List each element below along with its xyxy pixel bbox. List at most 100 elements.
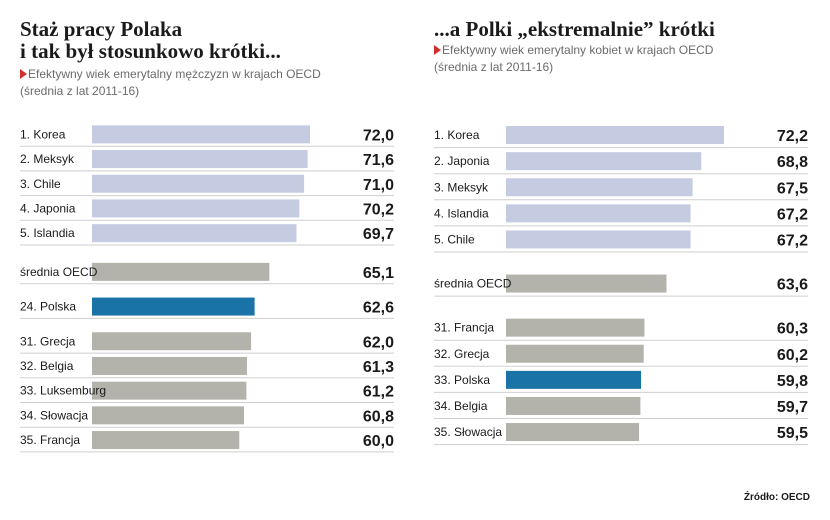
bar xyxy=(92,431,240,450)
value-label: 70,2 xyxy=(363,201,394,218)
value-label: 59,7 xyxy=(777,399,808,416)
bar-row: 32. Belgia 61,3 xyxy=(20,356,394,379)
chart-subtitle-period: (średnia z lat 2011-16) xyxy=(20,84,140,98)
value-label: 59,8 xyxy=(777,373,808,390)
value-label: 62,0 xyxy=(363,334,394,351)
bar xyxy=(506,370,642,389)
bar xyxy=(506,152,702,171)
bar xyxy=(506,423,640,442)
bar xyxy=(92,297,255,316)
category-label: 35. Słowacja xyxy=(434,425,502,439)
bar xyxy=(92,150,308,169)
bar xyxy=(92,406,245,425)
bar-row: 4. Islandia 67,2 xyxy=(434,204,808,227)
category-label: 1. Korea xyxy=(434,128,480,142)
bar xyxy=(506,318,645,337)
category-label: 32. Grecja xyxy=(434,347,490,361)
bar xyxy=(92,381,247,400)
category-label: 3. Meksyk xyxy=(434,180,489,194)
bar-row: 31. Francja 60,3 xyxy=(434,318,808,341)
red-triangle-icon xyxy=(434,45,441,55)
category-label: średnia OECD xyxy=(20,265,98,279)
category-label: 31. Grecja xyxy=(20,334,76,348)
chart-subtitle: Efektywny wiek emerytalny mężczyzn w kra… xyxy=(20,66,321,82)
bar-row: średnia OECD 65,1 xyxy=(20,262,394,285)
category-label: 31. Francja xyxy=(434,321,494,335)
value-label: 61,2 xyxy=(363,384,394,401)
value-label: 71,6 xyxy=(363,152,394,169)
bar-row: 34. Słowacja 60,8 xyxy=(20,406,394,428)
bar xyxy=(92,125,310,144)
bar xyxy=(506,230,691,249)
bar xyxy=(506,396,641,415)
category-label: 5. Chile xyxy=(434,232,475,246)
bar-row: średnia OECD 63,6 xyxy=(434,274,808,297)
bar-row: 35. Słowacja 59,5 xyxy=(434,423,808,446)
bar-row: 1. Korea 72,2 xyxy=(434,126,808,149)
bar xyxy=(92,262,270,281)
value-label: 65,1 xyxy=(363,265,394,282)
category-label: 2. Japonia xyxy=(434,154,490,168)
bar-row: 32. Grecja 60,2 xyxy=(434,344,808,367)
category-label: 33. Luksemburg xyxy=(20,384,106,398)
bar xyxy=(92,174,305,193)
bar-row: 1. Korea 72,0 xyxy=(20,125,394,147)
bar xyxy=(92,224,297,243)
bar xyxy=(92,356,247,375)
category-label: 24. Polska xyxy=(20,300,76,314)
value-label: 62,6 xyxy=(363,300,394,317)
category-label: 5. Islandia xyxy=(20,226,75,240)
red-triangle-icon xyxy=(20,69,27,79)
value-label: 68,8 xyxy=(777,154,808,171)
bar-row: 24. Polska 62,6 xyxy=(20,297,394,319)
value-label: 67,5 xyxy=(777,180,808,197)
bar-row: 34. Belgia 59,7 xyxy=(434,396,808,419)
value-label: 71,0 xyxy=(363,177,394,194)
value-label: 72,2 xyxy=(777,128,808,145)
bar xyxy=(506,274,667,293)
value-label: 67,2 xyxy=(777,232,808,249)
category-label: 32. Belgia xyxy=(20,359,74,373)
bar-row: 3. Chile 71,0 xyxy=(20,174,394,197)
bar-row: 35. Francja 60,0 xyxy=(20,431,394,453)
value-label: 60,0 xyxy=(363,433,394,450)
value-label: 60,8 xyxy=(363,408,394,425)
bar xyxy=(92,199,300,218)
value-label: 60,2 xyxy=(777,347,808,364)
bar-row: 33. Luksemburg 61,2 xyxy=(20,381,394,403)
bar-row: 3. Meksyk 67,5 xyxy=(434,178,808,201)
chart-title: Staż pracy Polaka i tak był stosunkowo k… xyxy=(20,17,281,63)
value-label: 60,3 xyxy=(777,321,808,338)
category-label: 1. Korea xyxy=(20,127,66,141)
value-label: 59,5 xyxy=(777,425,808,442)
category-label: 34. Słowacja xyxy=(20,408,88,422)
value-label: 67,2 xyxy=(777,206,808,223)
bar xyxy=(92,332,252,351)
bar-row: 5. Chile 67,2 xyxy=(434,230,808,253)
bar xyxy=(506,344,644,363)
category-label: 3. Chile xyxy=(20,177,61,191)
chart-subtitle: Efektywny wiek emerytalny kobiet w kraja… xyxy=(434,42,713,58)
bar-row: 31. Grecja 62,0 xyxy=(20,332,394,354)
bar xyxy=(506,178,693,197)
chart-subtitle-period: (średnia z lat 2011-16) xyxy=(434,60,554,74)
bar-row: 5. Islandia 69,7 xyxy=(20,224,394,246)
category-label: 4. Islandia xyxy=(434,206,489,220)
category-label: 33. Polska xyxy=(434,373,490,387)
bar-row: 4. Japonia 70,2 xyxy=(20,199,394,221)
bar xyxy=(506,126,724,145)
chart-title: ...a Polki „ekstremalnie” krótki xyxy=(434,17,715,41)
category-label: 2. Meksyk xyxy=(20,152,75,166)
bar-row: 33. Polska 59,8 xyxy=(434,370,808,393)
value-label: 61,3 xyxy=(363,359,394,376)
category-label: średnia OECD xyxy=(434,277,512,291)
men-retirement-age-chart: 1. Korea 72,0 2. Meksyk 71,6 3. Chile 71,0 4. … xyxy=(20,125,394,453)
bar-row: 2. Meksyk 71,6 xyxy=(20,150,394,172)
source-note: Źródło: OECD xyxy=(743,492,810,503)
category-label: 4. Japonia xyxy=(20,201,76,215)
women-retirement-age-chart: 1. Korea 72,2 2. Japonia 68,8 3. Meksyk 67,5 4… xyxy=(434,126,808,446)
value-label: 63,6 xyxy=(777,277,808,294)
bar-row: 2. Japonia 68,8 xyxy=(434,152,808,175)
value-label: 72,0 xyxy=(363,127,394,144)
category-label: 34. Belgia xyxy=(434,399,488,413)
